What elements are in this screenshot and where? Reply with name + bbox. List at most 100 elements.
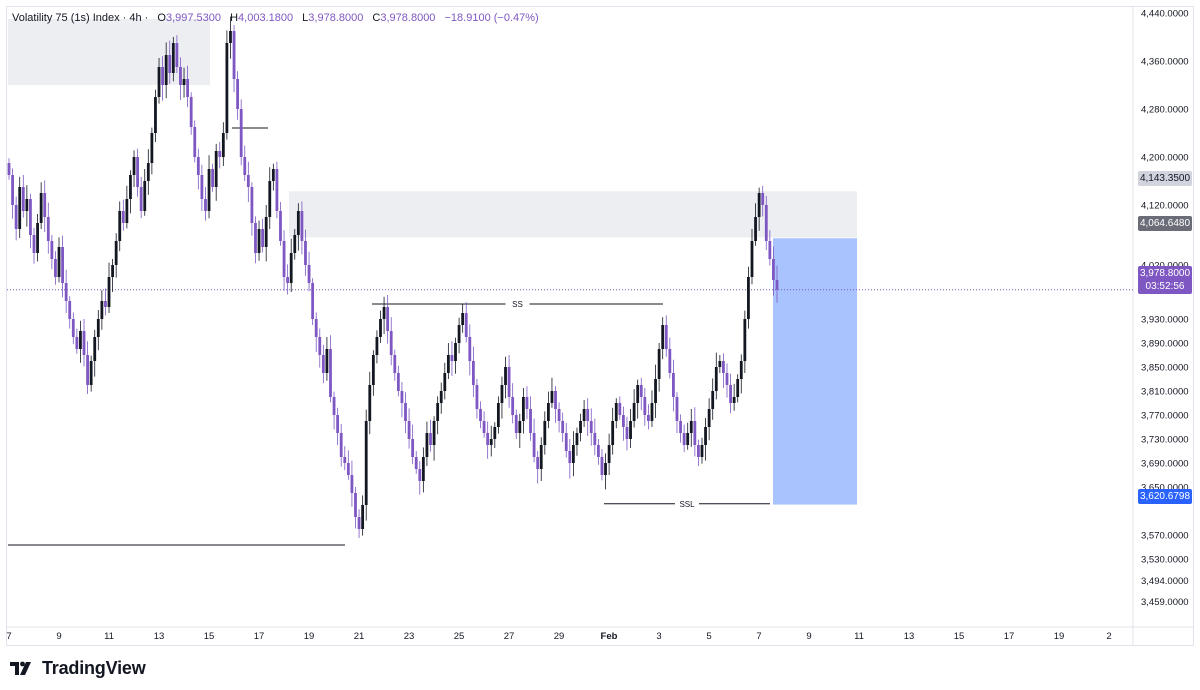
candle-body-75	[275, 169, 279, 211]
candle-body-73	[268, 181, 272, 217]
candle-body-120	[436, 403, 440, 421]
candle-body-184	[664, 325, 668, 349]
zone-bottom-price-tag: 4,064.6480	[1138, 216, 1192, 231]
candle-body-82	[300, 211, 304, 241]
candle-body-30	[114, 241, 118, 265]
candle-body-212	[764, 205, 768, 241]
candle-body-116	[421, 457, 425, 481]
candle-body-200	[722, 361, 725, 373]
x-tick-15: 7	[756, 631, 761, 642]
candle-body-173	[625, 427, 629, 439]
candle-body-0	[7, 163, 11, 175]
candle-body-117	[425, 433, 429, 457]
y-tick-5: 4,120.0000	[1141, 201, 1189, 212]
candle-body-55	[204, 199, 207, 211]
candle-body-67	[246, 175, 250, 187]
candle-body-88	[321, 355, 325, 373]
candle-body-169	[611, 421, 615, 445]
candle-body-77	[282, 241, 286, 277]
candle-body-155	[561, 421, 565, 433]
candle-body-108	[393, 355, 397, 373]
candle-body-165	[596, 445, 600, 457]
candle-body-187	[675, 397, 679, 421]
candle-body-132	[479, 409, 482, 421]
candle-body-207	[747, 277, 750, 319]
candle-body-148	[536, 457, 540, 469]
zone-top-price-tag: 4,143.3500	[1138, 171, 1192, 186]
candle-body-81	[296, 211, 300, 235]
candle-body-105	[382, 307, 386, 319]
candle-body-85	[311, 283, 315, 319]
candle-body-72	[264, 217, 268, 247]
candle-body-107	[389, 331, 393, 355]
candle-body-143	[518, 421, 522, 433]
x-tick-0: 7	[6, 631, 11, 642]
candle-body-137	[496, 403, 500, 427]
candle-body-86	[314, 319, 318, 337]
brand[interactable]: TradingView	[10, 656, 146, 680]
candle-body-45	[168, 55, 172, 73]
candle-body-193	[697, 445, 700, 457]
candle-body-47	[175, 43, 179, 67]
candle-body-149	[539, 445, 543, 469]
x-tick-14: 5	[706, 631, 711, 642]
candle-body-12	[50, 241, 54, 259]
candle-body-95	[346, 463, 350, 475]
candle-body-106	[386, 307, 390, 331]
candle-body-36	[136, 157, 139, 187]
symbol-title[interactable]: Volatility 75 (1s) Index · 4h ·	[12, 12, 149, 24]
y-tick-13: 3,690.0000	[1141, 459, 1189, 470]
candle-body-23	[89, 361, 93, 385]
candle-body-178	[643, 397, 647, 415]
x-tick-21: 19	[1054, 631, 1065, 642]
candle-body-65	[239, 109, 243, 157]
candle-body-118	[429, 433, 432, 445]
candle-body-11	[46, 217, 50, 241]
candle-body-131	[475, 385, 479, 409]
candle-body-122	[443, 373, 447, 391]
candle-body-26	[100, 301, 104, 319]
low-value: 3,978.8000	[308, 12, 364, 24]
candle-body-140	[507, 367, 511, 397]
candle-body-157	[568, 451, 572, 463]
candle-body-42	[157, 67, 161, 97]
candle-body-175	[632, 403, 636, 421]
current-price-tag: 3,978.8000	[1138, 266, 1192, 281]
x-tick-22: 2	[1106, 631, 1111, 642]
candle-body-144	[521, 397, 525, 421]
candle-body-39	[146, 163, 150, 181]
candle-body-100	[364, 421, 368, 505]
candle-body-196	[707, 409, 711, 427]
y-tick-1: 4,360.0000	[1141, 57, 1189, 68]
candle-body-128	[464, 313, 468, 337]
candle-body-8	[36, 223, 39, 253]
candle-body-158	[571, 445, 575, 463]
candle-body-210	[757, 193, 761, 217]
candle-body-79	[289, 253, 293, 283]
candle-body-194	[700, 445, 704, 457]
candle-body-91	[332, 397, 336, 415]
candle-body-168	[607, 445, 611, 463]
candle-body-121	[439, 391, 443, 403]
candle-body-104	[379, 319, 382, 337]
y-tick-2: 4,280.0000	[1141, 105, 1189, 116]
y-tick-16: 3,530.0000	[1141, 555, 1189, 566]
x-tick-10: 27	[504, 631, 515, 642]
candle-body-163	[589, 421, 593, 433]
x-tick-8: 23	[404, 631, 415, 642]
y-tick-8: 3,890.0000	[1141, 339, 1189, 350]
candle-body-58	[214, 151, 218, 187]
candle-body-9	[39, 193, 43, 223]
candle-body-27	[104, 301, 107, 307]
candle-body-186	[672, 373, 675, 397]
candle-body-110	[400, 391, 404, 403]
candle-body-209	[754, 217, 757, 241]
tradingview-logo-icon	[10, 661, 31, 675]
open-label: O	[157, 12, 166, 24]
x-tick-2: 11	[104, 631, 114, 642]
candle-body-99	[361, 505, 365, 529]
candle-body-69	[254, 223, 257, 253]
candle-body-115	[418, 469, 422, 481]
candle-body-124	[450, 355, 454, 361]
